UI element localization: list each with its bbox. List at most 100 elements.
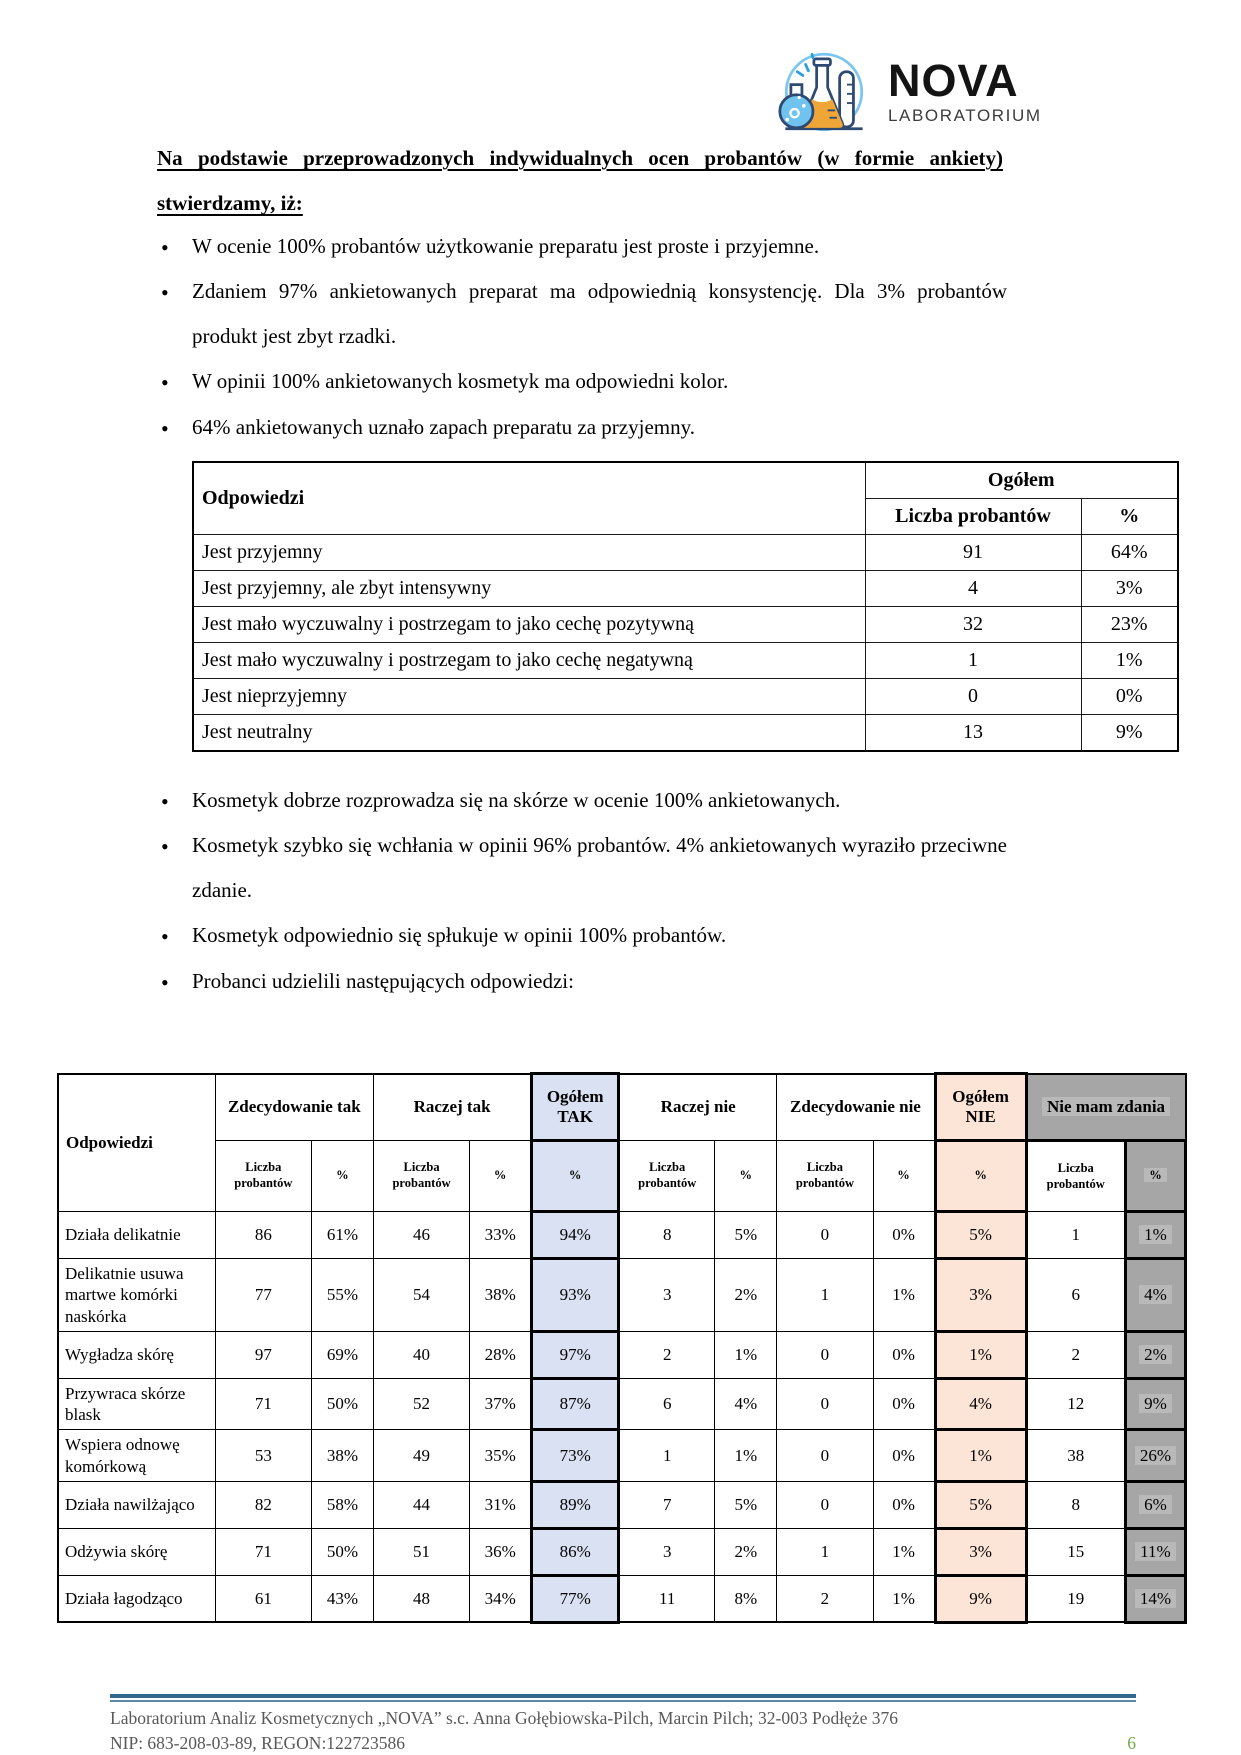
percent-value: 23% bbox=[1080, 606, 1179, 643]
cell-value: 77% bbox=[530, 1573, 621, 1624]
table-row: Działa nawilżająco 82 58% 44 31% 89% 7 5% 0… bbox=[57, 1479, 1188, 1530]
cell-value: 0% bbox=[872, 1377, 936, 1431]
percent-value: 64% bbox=[1080, 534, 1179, 571]
cell-value: 6% bbox=[1123, 1479, 1188, 1530]
subheader-count: Liczba probantów bbox=[618, 1140, 716, 1212]
cell-value: 2 bbox=[776, 1574, 874, 1623]
cell-value: 69% bbox=[310, 1330, 374, 1379]
cell-value: 2 bbox=[618, 1330, 716, 1379]
count-value: 0 bbox=[864, 678, 1082, 715]
cell-value: 36% bbox=[469, 1527, 533, 1576]
cell-value: 52 bbox=[372, 1377, 471, 1431]
percent-value: 3% bbox=[1080, 570, 1179, 607]
cell-value: 5% bbox=[714, 1211, 778, 1259]
cell-value: 93% bbox=[530, 1257, 621, 1333]
cell-value: 2% bbox=[714, 1527, 778, 1576]
column-header-answers: Odpowiedzi bbox=[192, 461, 866, 535]
bullet-item: W ocenie 100% probantów użytkowanie prep… bbox=[157, 224, 1007, 271]
group-header-raczej-tak: Raczej tak bbox=[372, 1073, 533, 1141]
group-header-zdecydowanie-tak: Zdecydowanie tak bbox=[214, 1073, 374, 1141]
cell-value: 77 bbox=[214, 1258, 312, 1332]
cell-value: 4% bbox=[1123, 1257, 1188, 1333]
cell-value: 5% bbox=[933, 1479, 1028, 1530]
cell-value: 2 bbox=[1025, 1330, 1126, 1379]
cell-value: 33% bbox=[469, 1211, 533, 1259]
subheader-percent: % bbox=[1123, 1139, 1188, 1213]
answer-label: Jest nieprzyjemny bbox=[192, 678, 866, 715]
table-row: Jest przyjemny 91 64% bbox=[192, 534, 1179, 571]
cell-value: 2% bbox=[714, 1258, 778, 1332]
cell-value: 3% bbox=[933, 1257, 1028, 1333]
table-row: Wygładza skórę 97 69% 40 28% 97% 2 1% 0 0% 1… bbox=[57, 1329, 1188, 1380]
effect-label: Działa łagodząco bbox=[57, 1574, 216, 1623]
cell-value: 0% bbox=[872, 1330, 936, 1379]
effects-results-table: Odpowiedzi Zdecydowanie tak Raczej tak O… bbox=[57, 1072, 1188, 1624]
group-header-raczej-nie: Raczej nie bbox=[618, 1073, 778, 1141]
bullet-item: Kosmetyk odpowiednio się spłukuje w opin… bbox=[157, 913, 1007, 960]
cell-value: 46 bbox=[372, 1211, 471, 1259]
column-header-answers: Odpowiedzi bbox=[57, 1073, 216, 1212]
cell-value: 61 bbox=[214, 1574, 312, 1623]
cell-value: 1% bbox=[714, 1330, 778, 1379]
cell-value: 1% bbox=[872, 1258, 936, 1332]
cell-value: 87% bbox=[530, 1376, 621, 1432]
page-number: 6 bbox=[1127, 1733, 1136, 1754]
group-header-ogolem-nie: Ogółem NIE bbox=[933, 1072, 1028, 1142]
cell-value: 15 bbox=[1025, 1527, 1126, 1576]
subheader-percent: % bbox=[933, 1139, 1028, 1213]
count-value: 13 bbox=[864, 714, 1082, 752]
answer-label: Jest mało wyczuwalny i postrzegam to jak… bbox=[192, 606, 866, 643]
cell-value: 3 bbox=[618, 1258, 716, 1332]
cell-value: 49 bbox=[372, 1429, 471, 1482]
group-header-nie-mam-zdania: Nie mam zdania bbox=[1025, 1073, 1187, 1142]
cell-value: 54 bbox=[372, 1258, 471, 1332]
cell-value: 50% bbox=[310, 1377, 374, 1431]
count-value: 1 bbox=[864, 642, 1082, 679]
table-row: Jest mało wyczuwalny i postrzegam to jak… bbox=[192, 606, 1179, 643]
cell-value: 6 bbox=[1025, 1258, 1126, 1332]
table-row: Delikatnie usuwa martwe komórki naskórka… bbox=[57, 1257, 1188, 1333]
answer-label: Jest neutralny bbox=[192, 714, 866, 752]
subheader-percent: % bbox=[310, 1140, 374, 1212]
effect-label: Przywraca skórze blask bbox=[57, 1377, 216, 1431]
cell-value: 5% bbox=[714, 1480, 778, 1529]
cell-value: 82 bbox=[214, 1480, 312, 1529]
effect-label: Wygładza skórę bbox=[57, 1330, 216, 1379]
table-row: Jest neutralny 13 9% bbox=[192, 714, 1179, 752]
bullet-item: W opinii 100% ankietowanych kosmetyk ma … bbox=[157, 359, 1007, 406]
subheader-count: Liczba probantów bbox=[776, 1140, 874, 1212]
percent-value: 9% bbox=[1080, 714, 1179, 752]
cell-value: 1 bbox=[776, 1527, 874, 1576]
cell-value: 48 bbox=[372, 1574, 471, 1623]
logo-company-subtitle: LABORATORIUM bbox=[888, 106, 1042, 125]
cell-value: 55% bbox=[310, 1258, 374, 1332]
lab-flasks-icon bbox=[768, 46, 880, 138]
subheader-count: Liczba probantów bbox=[214, 1140, 312, 1212]
cell-value: 4% bbox=[714, 1377, 778, 1431]
cell-value: 43% bbox=[310, 1574, 374, 1623]
answer-label: Jest przyjemny bbox=[192, 534, 866, 571]
subheader-percent: % bbox=[469, 1140, 533, 1212]
cell-value: 37% bbox=[469, 1377, 533, 1431]
cell-value: 8 bbox=[1025, 1480, 1126, 1529]
answer-label: Jest przyjemny, ale zbyt intensywny bbox=[192, 570, 866, 607]
count-value: 91 bbox=[864, 534, 1082, 571]
cell-value: 1 bbox=[618, 1429, 716, 1482]
table-row: Jest mało wyczuwalny i postrzegam to jak… bbox=[192, 642, 1179, 679]
cell-value: 9% bbox=[1123, 1376, 1188, 1432]
cell-value: 11% bbox=[1123, 1526, 1188, 1577]
cell-value: 86% bbox=[530, 1526, 621, 1577]
cell-value: 73% bbox=[530, 1428, 621, 1483]
cell-value: 0% bbox=[872, 1429, 936, 1482]
column-header-total: Ogółem bbox=[864, 461, 1179, 499]
cell-value: 1% bbox=[933, 1428, 1028, 1483]
bullet-item: Zdaniem 97% ankietowanych preparat ma od… bbox=[157, 269, 1007, 359]
cell-value: 86 bbox=[214, 1211, 312, 1259]
table-row: Jest nieprzyjemny 0 0% bbox=[192, 678, 1179, 715]
logo-text: NOVA LABORATORIUM bbox=[888, 58, 1042, 126]
cell-value: 71 bbox=[214, 1377, 312, 1431]
cell-value: 97 bbox=[214, 1330, 312, 1379]
effect-label: Delikatnie usuwa martwe komórki naskórka bbox=[57, 1258, 216, 1332]
cell-value: 2% bbox=[1123, 1329, 1188, 1380]
cell-value: 1% bbox=[872, 1574, 936, 1623]
